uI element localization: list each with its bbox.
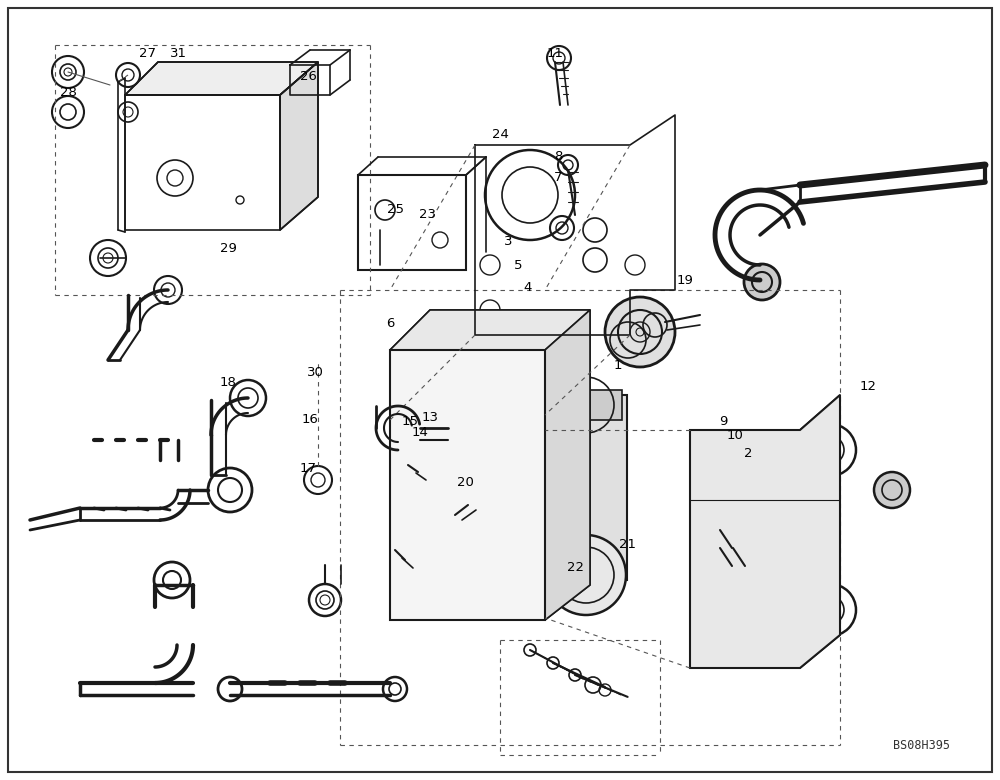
Text: 27: 27 xyxy=(140,47,156,59)
Circle shape xyxy=(406,451,434,479)
Text: 26: 26 xyxy=(300,70,316,83)
Bar xyxy=(550,390,622,420)
Text: 19: 19 xyxy=(677,275,693,287)
Text: 13: 13 xyxy=(422,411,438,424)
Text: 20: 20 xyxy=(457,476,473,488)
Text: 29: 29 xyxy=(220,242,236,254)
Circle shape xyxy=(397,537,473,613)
Text: 2: 2 xyxy=(744,448,752,460)
Text: 24: 24 xyxy=(492,128,508,140)
Circle shape xyxy=(546,535,626,615)
Text: 11: 11 xyxy=(546,47,564,59)
Polygon shape xyxy=(280,62,318,230)
Polygon shape xyxy=(390,310,590,350)
Circle shape xyxy=(605,297,675,367)
Polygon shape xyxy=(390,350,545,620)
Bar xyxy=(358,175,466,270)
Polygon shape xyxy=(690,395,840,668)
Text: 10: 10 xyxy=(727,429,743,441)
Polygon shape xyxy=(545,310,590,620)
Text: 23: 23 xyxy=(420,208,436,221)
Text: 16: 16 xyxy=(302,413,318,426)
Text: 6: 6 xyxy=(386,317,394,330)
Text: 25: 25 xyxy=(386,203,404,215)
Text: BS08H395: BS08H395 xyxy=(893,739,950,752)
Text: 31: 31 xyxy=(170,47,186,59)
Text: 30: 30 xyxy=(307,367,323,379)
Text: 1: 1 xyxy=(614,359,622,371)
Circle shape xyxy=(874,472,910,508)
Text: 17: 17 xyxy=(300,462,316,474)
Circle shape xyxy=(406,371,434,399)
Text: 15: 15 xyxy=(402,415,418,427)
Circle shape xyxy=(744,264,780,300)
Text: 12: 12 xyxy=(860,380,876,392)
Text: 5: 5 xyxy=(514,259,522,271)
Text: 28: 28 xyxy=(60,86,76,98)
Text: 3: 3 xyxy=(504,236,512,248)
Polygon shape xyxy=(125,62,318,95)
Circle shape xyxy=(406,491,434,519)
Text: 8: 8 xyxy=(554,150,562,162)
Circle shape xyxy=(410,452,486,528)
Text: 4: 4 xyxy=(524,281,532,293)
Text: 14: 14 xyxy=(412,427,428,439)
Text: 9: 9 xyxy=(719,415,727,427)
Bar xyxy=(545,395,627,580)
Text: 22: 22 xyxy=(566,562,584,574)
Circle shape xyxy=(406,411,434,439)
Text: 21: 21 xyxy=(620,538,637,551)
Text: 18: 18 xyxy=(220,376,236,388)
Text: 7: 7 xyxy=(554,172,562,184)
